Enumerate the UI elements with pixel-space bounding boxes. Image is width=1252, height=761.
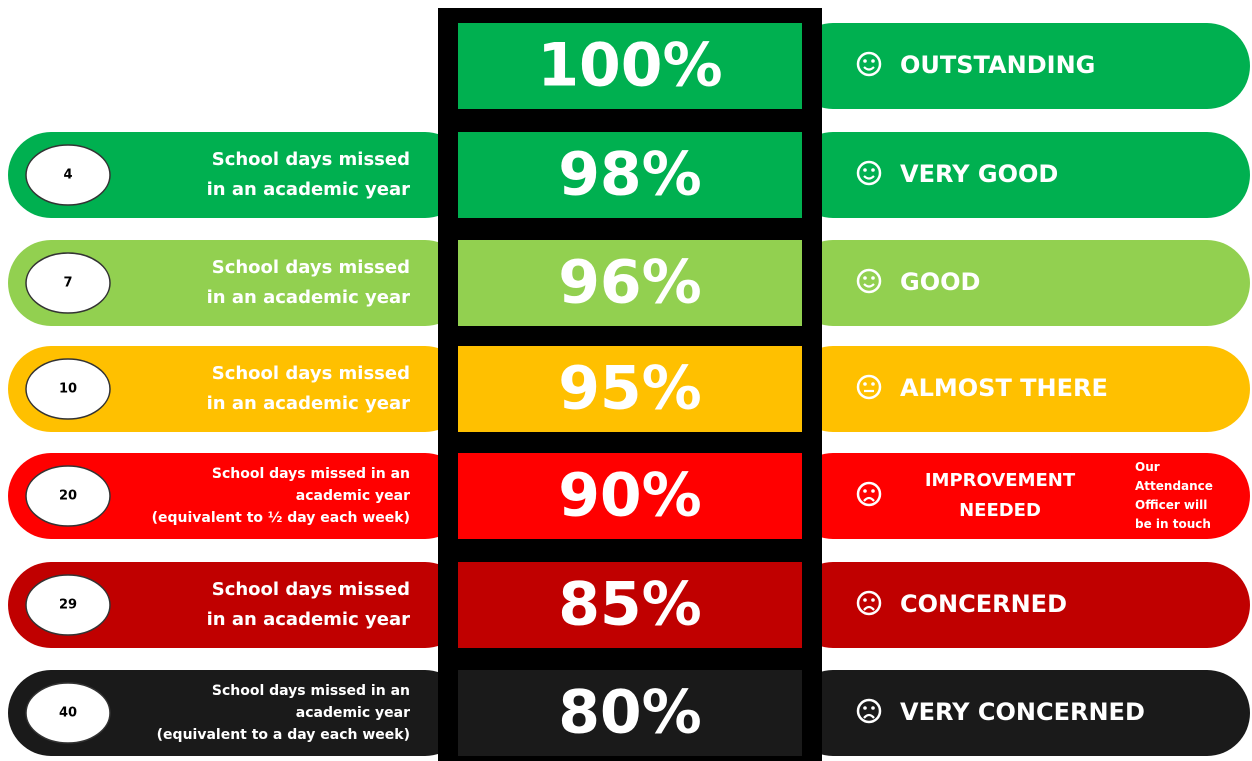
days-pill — [8, 346, 468, 432]
face-icon — [856, 160, 882, 186]
days-description: School days missed — [212, 363, 410, 384]
days-circle — [25, 252, 111, 314]
days-count: 7 — [63, 276, 72, 291]
status-note: Our — [1135, 460, 1160, 474]
days-pill — [8, 132, 468, 218]
days-circle — [25, 465, 111, 527]
attendance-box — [458, 346, 802, 432]
days-description: in an academic year — [207, 609, 410, 630]
face-eye — [863, 489, 867, 493]
face-icon — [856, 590, 882, 616]
face-eye — [871, 382, 875, 386]
status-label: OUTSTANDING — [900, 51, 1095, 79]
face-eye — [863, 706, 867, 710]
days-description: School days missed — [212, 149, 410, 170]
attendance-percent: 95% — [558, 354, 702, 424]
status-label: VERY CONCERNED — [900, 698, 1145, 726]
face-mouth — [863, 175, 875, 180]
status-pill — [790, 23, 1250, 109]
days-circle — [25, 358, 111, 420]
days-description: (equivalent to ½ day each week) — [152, 510, 410, 526]
days-count: 10 — [59, 382, 77, 397]
face-eye — [863, 59, 867, 63]
face-mouth — [863, 283, 875, 288]
status-note: Attendance — [1135, 479, 1213, 493]
status-note: be in touch — [1135, 517, 1211, 531]
face-eye — [863, 598, 867, 602]
days-count: 20 — [59, 489, 77, 504]
status-label: VERY GOOD — [900, 160, 1058, 188]
attendance-percent: 100% — [537, 31, 722, 101]
days-circle — [25, 682, 111, 744]
status-note: Officer will — [1135, 498, 1207, 512]
days-description: School days missed in an — [212, 683, 410, 699]
face-eye — [863, 276, 867, 280]
status-pill — [790, 240, 1250, 326]
days-count: 40 — [59, 706, 77, 721]
days-description: in an academic year — [207, 393, 410, 414]
attendance-box — [458, 453, 802, 539]
attendance-box — [458, 23, 802, 109]
attendance-box — [458, 562, 802, 648]
days-circle — [25, 144, 111, 206]
face-icon — [856, 374, 882, 400]
face-eye — [871, 276, 875, 280]
days-description: academic year — [296, 705, 410, 721]
face-icon — [856, 268, 882, 294]
days-pill — [8, 562, 468, 648]
attendance-box — [458, 132, 802, 218]
days-description: School days missed — [212, 579, 410, 600]
attendance-percent: 90% — [558, 461, 702, 531]
days-circle — [25, 574, 111, 636]
attendance-percent: 85% — [558, 570, 702, 640]
status-pill — [790, 132, 1250, 218]
face-eye — [863, 168, 867, 172]
status-label: ALMOST THERE — [900, 374, 1108, 402]
face-icon — [856, 51, 882, 77]
face-eye — [863, 382, 867, 386]
face-mouth — [863, 605, 875, 611]
attendance-percent: 98% — [558, 140, 702, 210]
status-label: CONCERNED — [900, 590, 1067, 618]
face-mouth — [863, 496, 875, 502]
attendance-percent: 80% — [558, 678, 702, 748]
attendance-box — [458, 670, 802, 756]
face-eye — [871, 168, 875, 172]
face-eye — [871, 59, 875, 63]
face-eye — [871, 706, 875, 710]
face-mouth — [863, 66, 875, 71]
face-eye — [871, 489, 875, 493]
days-description: (equivalent to a day each week) — [157, 727, 410, 743]
days-count: 4 — [63, 168, 72, 183]
days-count: 29 — [59, 598, 77, 613]
days-description: in an academic year — [207, 287, 410, 308]
attendance-percent: 96% — [558, 248, 702, 318]
days-description: academic year — [296, 488, 410, 504]
status-label: GOOD — [900, 268, 980, 296]
face-icon — [856, 481, 882, 507]
days-pill — [8, 670, 468, 756]
face-eye — [871, 598, 875, 602]
days-description: School days missed — [212, 257, 410, 278]
status-pill — [790, 562, 1250, 648]
status-label: IMPROVEMENT — [925, 470, 1076, 491]
days-description: in an academic year — [207, 179, 410, 200]
status-pill — [790, 670, 1250, 756]
status-label: NEEDED — [959, 500, 1041, 521]
days-pill — [8, 240, 468, 326]
face-mouth — [863, 713, 875, 719]
status-pill — [790, 453, 1250, 539]
days-description: School days missed in an — [212, 466, 410, 482]
attendance-box — [458, 240, 802, 326]
status-pill — [790, 346, 1250, 432]
days-pill — [8, 453, 468, 539]
face-icon — [856, 698, 882, 724]
